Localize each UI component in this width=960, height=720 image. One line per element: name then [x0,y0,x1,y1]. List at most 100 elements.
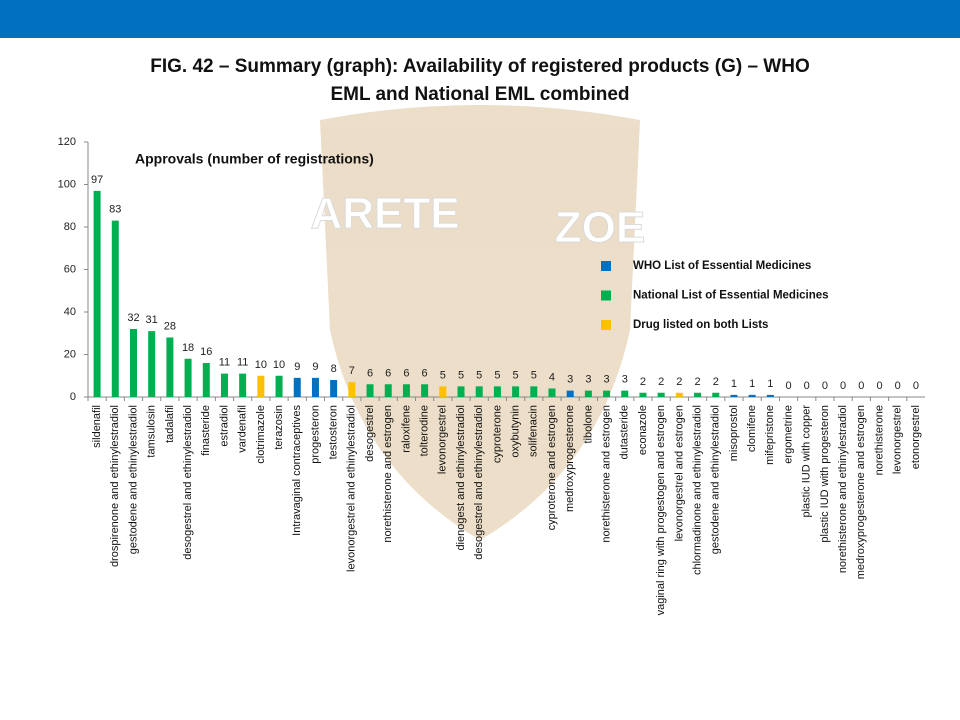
data-label: 0 [785,380,791,392]
bar [748,394,756,397]
data-label: 2 [640,376,646,388]
bar [148,331,156,397]
x-tick-label: norethisterone and ethinylestradiol [837,405,849,573]
data-label: 83 [109,204,121,216]
x-tick-label: etonorgestrel [910,405,922,469]
x-tick-label: tolterodine [419,405,431,456]
data-label: 31 [146,314,158,326]
x-tick-label: gestodene and ethinylestradiol [127,405,139,554]
bar [621,390,629,397]
x-tick-label: levonorgestrel [892,405,904,474]
x-tick-label: mifepristone [764,405,776,465]
shield [320,105,640,540]
legend-label: Drug listed on both Lists [633,319,768,331]
x-tick-label: Intravaginal contraceptives [291,405,303,536]
data-label: 3 [567,374,573,386]
bar [184,358,192,397]
x-tick-label: norethisterone and estrogen [382,405,394,543]
x-tick-label: solifenacin [528,405,540,457]
data-label: 9 [312,361,318,373]
y-tick-label: 40 [64,306,76,318]
bar [129,329,137,397]
data-label: 10 [255,359,267,371]
chart-title: EML and National EML combined [330,84,629,105]
x-tick-label: desogestrel and ethinylestradiol [182,405,194,560]
data-label: 0 [876,380,882,392]
y-tick-label: 120 [58,136,76,148]
bar [239,373,247,397]
x-tick-label: norethisterone [873,405,885,475]
legend-swatch [601,290,611,301]
legend-swatch [601,261,611,271]
data-label: 2 [658,376,664,388]
x-tick-label: estradiol [218,405,230,447]
data-label: 5 [458,369,464,381]
x-tick-label: chlormadinone and ethinylestradiol [691,405,703,575]
x-tick-label: sildenafil [91,405,103,448]
bar [93,190,101,397]
data-label: 3 [585,374,591,386]
bar [330,380,338,397]
bar [439,386,447,397]
watermark: ARETE ZOE [310,105,646,540]
header-bar [0,0,960,38]
bar [712,392,720,397]
data-label: 2 [694,376,700,388]
data-label: 1 [767,378,773,390]
bar [493,386,501,397]
chart-title: FIG. 42 – Summary (graph): Availability … [150,56,810,77]
bar [220,373,228,397]
y-tick-label: 60 [64,263,76,275]
x-tick-label: clomifene [746,405,758,452]
bar [512,386,520,397]
data-label: 32 [127,312,139,324]
data-label: 9 [294,361,300,373]
x-tick-label: levonorgestrel and estrogen [673,405,685,541]
data-label: 6 [422,367,428,379]
bar [457,386,465,397]
x-tick-label: finasteride [200,405,212,456]
bar [402,384,410,397]
y-tick-label: 20 [64,348,76,360]
bar [366,384,374,397]
bar [257,375,265,397]
bar [730,394,738,397]
bar [384,384,392,397]
bar [766,394,774,397]
bar [639,392,647,397]
data-label: 11 [219,357,230,369]
x-tick-label: progesteron [309,405,321,464]
bar [657,392,665,397]
x-tick-label: drospirenone and ethinylestradiol [109,405,121,567]
data-label: 18 [182,342,194,354]
bar [275,375,283,397]
x-tick-label: testosteron [328,405,340,459]
bar [348,382,356,397]
data-label: 5 [440,369,446,381]
data-label: 5 [476,369,482,381]
data-label: 2 [713,376,719,388]
data-label: 10 [273,359,285,371]
data-label: 28 [164,321,176,333]
x-tick-label: norethisterone and estrogen [600,405,612,543]
watermark-text: ZOE [555,203,645,252]
data-label: 0 [895,380,901,392]
data-label: 7 [349,365,355,377]
data-label: 6 [403,367,409,379]
data-label: 11 [237,357,248,369]
bar [311,377,319,397]
bar [675,392,683,397]
x-tick-label: oxybutynin [510,405,522,458]
legend-label: WHO List of Essential Medicines [633,260,811,272]
data-label: 3 [622,374,628,386]
x-tick-label: medroxyprogesterone and estrogen [855,405,867,579]
bar [202,363,210,397]
x-tick-label: tadalafil [164,405,176,443]
x-tick-label: plastic IUD with progesteron [819,405,831,543]
data-label: 0 [804,380,810,392]
data-label: 5 [494,369,500,381]
bar [293,377,301,397]
x-tick-label: tibolone [582,405,594,444]
bar [421,384,429,397]
